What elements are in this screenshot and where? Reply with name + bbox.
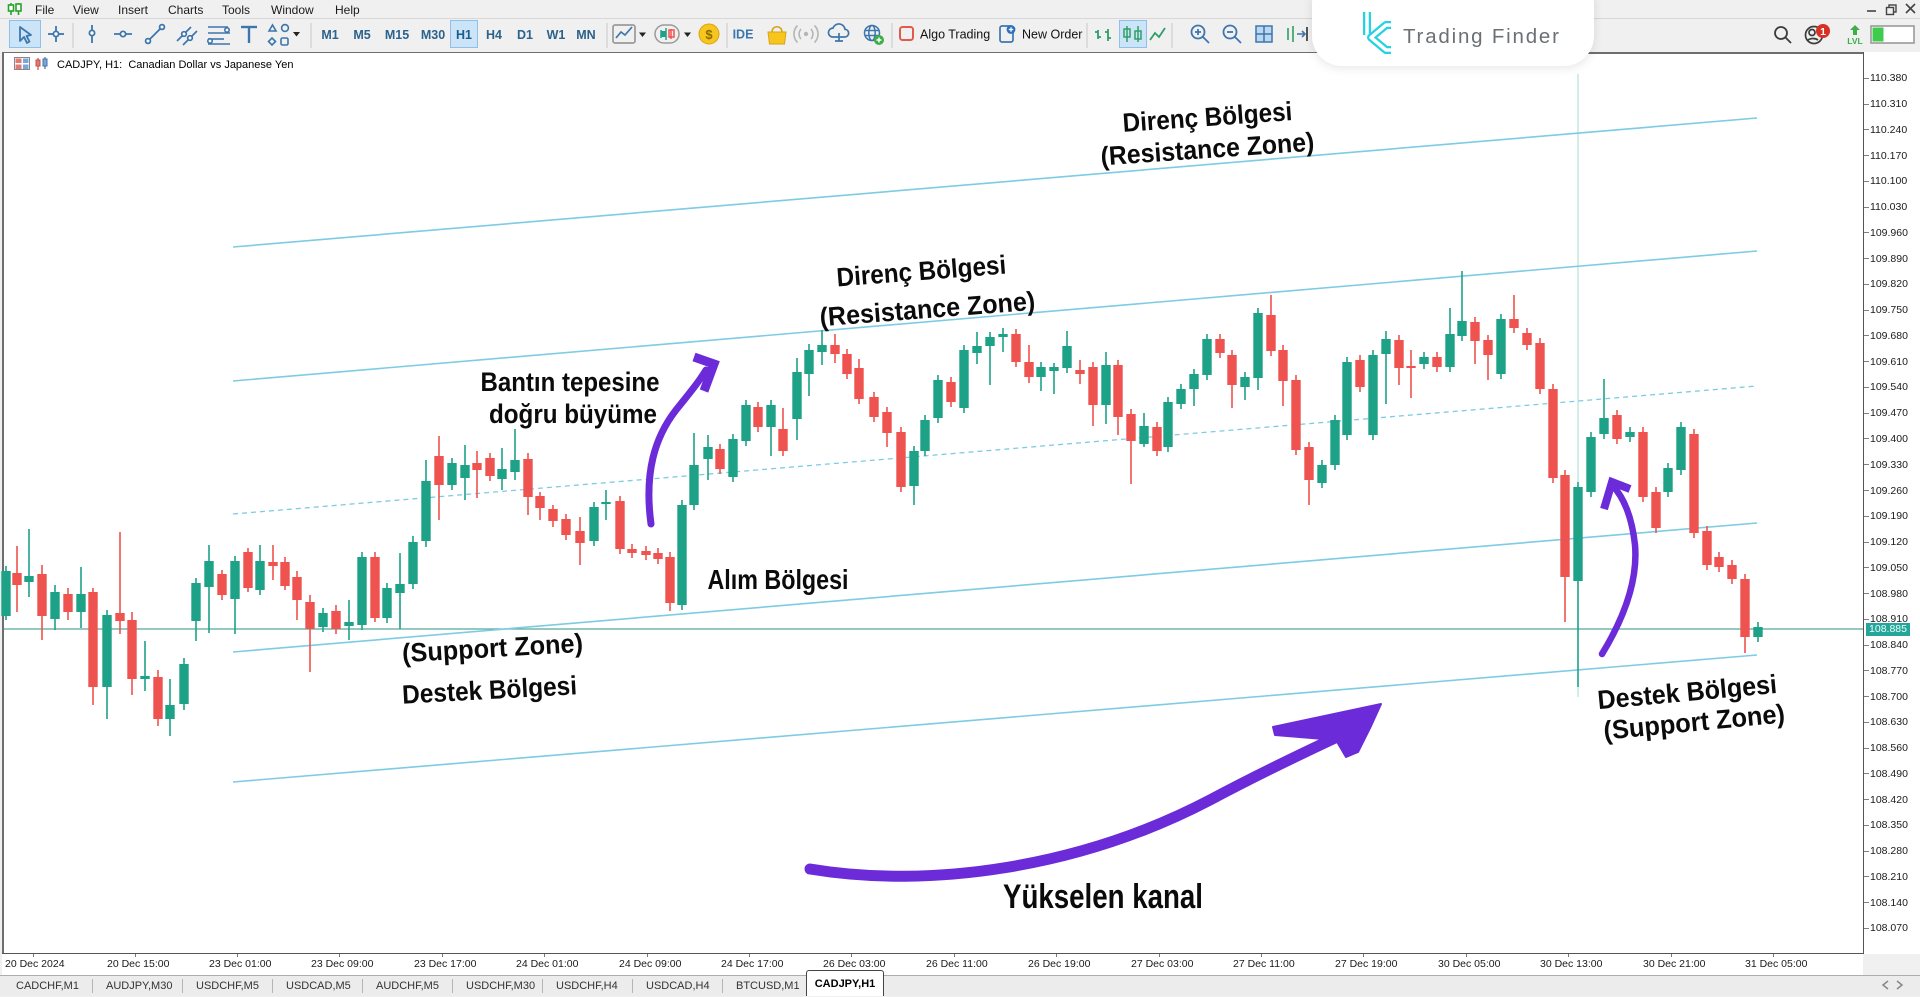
svg-text:(Resistance Zone): (Resistance Zone): [818, 286, 1036, 332]
svg-text:Algo Trading: Algo Trading: [920, 28, 990, 42]
svg-text:LVL: LVL: [1847, 36, 1862, 46]
svg-text:IDE: IDE: [733, 28, 754, 42]
svg-text:Direnç Bölgesi: Direnç Bölgesi: [835, 250, 1007, 293]
svg-text:H4: H4: [486, 28, 502, 42]
svg-text:Destek Bölgesi: Destek Bölgesi: [401, 670, 577, 709]
svg-text:Yükselen kanal: Yükselen kanal: [1003, 878, 1203, 916]
svg-text:$: $: [705, 27, 713, 42]
svg-text:W1: W1: [547, 28, 566, 42]
svg-text:MN: MN: [576, 28, 595, 42]
svg-text:M1: M1: [321, 28, 338, 42]
svg-text:doğru büyüme: doğru büyüme: [489, 399, 657, 429]
svg-text:M15: M15: [385, 28, 409, 42]
svg-text:Alım Bölgesi: Alım Bölgesi: [708, 564, 849, 595]
svg-text:H1: H1: [456, 28, 472, 42]
svg-text:D1: D1: [517, 28, 533, 42]
svg-text:New Order: New Order: [1022, 28, 1082, 42]
svg-text:M30: M30: [421, 28, 445, 42]
svg-text:1: 1: [1820, 26, 1826, 38]
svg-text:(Support Zone): (Support Zone): [401, 628, 583, 668]
svg-text:Bantın tepesine: Bantın tepesine: [481, 367, 660, 397]
svg-text:M5: M5: [353, 28, 370, 42]
